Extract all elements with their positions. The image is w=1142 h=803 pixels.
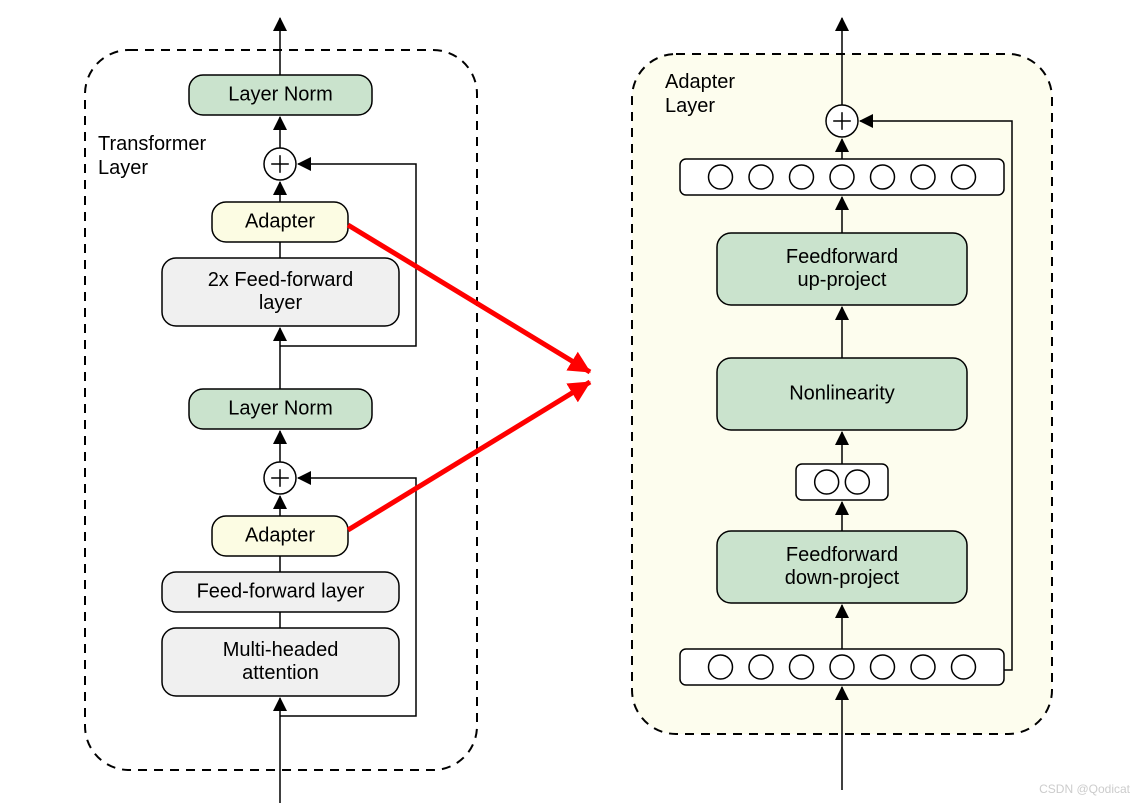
left-adapter2-label: Adapter: [245, 524, 315, 546]
right-up-label: Feedforwardup-project: [786, 246, 898, 291]
watermark: CSDN @Qodicat: [1039, 782, 1131, 796]
left-adapter1-label: Adapter: [245, 210, 315, 232]
left-ln_mid-label: Layer Norm: [228, 397, 332, 419]
left-ff-label: Feed-forward layer: [197, 580, 365, 602]
right-nl-label: Nonlinearity: [789, 382, 895, 404]
right-down-label: Feedforwarddown-project: [785, 544, 900, 589]
left-ln_top-label: Layer Norm: [228, 83, 332, 105]
